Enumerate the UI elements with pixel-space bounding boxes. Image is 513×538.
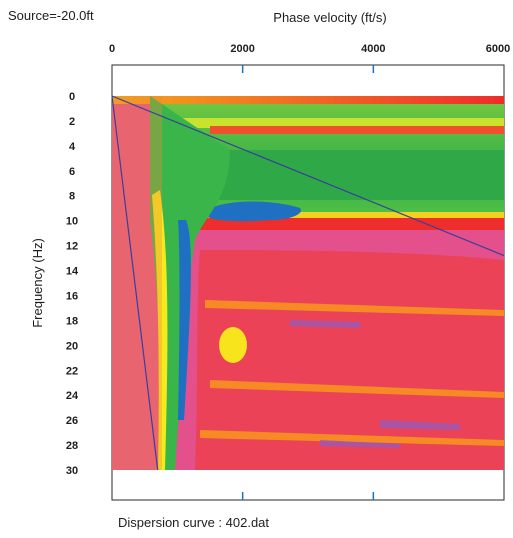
red-stripe <box>210 126 504 134</box>
source-label: Source=-20.0ft <box>8 8 94 23</box>
yellow-stripe <box>170 118 504 128</box>
overlay-line <box>111 95 505 257</box>
blue-patch <box>206 201 301 222</box>
caption: Dispersion curve : 402.dat <box>118 515 269 530</box>
y-tick-label: 18 <box>66 315 78 327</box>
y-tick-label: 6 <box>69 166 75 178</box>
yellow-lower-band <box>200 212 504 220</box>
orange-streaks <box>200 300 504 446</box>
y-tick-label: 20 <box>66 340 78 352</box>
yellow-edge <box>152 190 168 470</box>
x-axis-title: Phase velocity (ft/s) <box>273 10 386 25</box>
y-tick-label: 30 <box>66 465 78 477</box>
y-tick-label: 24 <box>66 390 79 402</box>
x-tick-label: 0 <box>109 43 115 55</box>
dispersion-heatmap <box>112 96 504 470</box>
y-tick-label: 4 <box>69 141 76 153</box>
y-axis-title: Frequency (Hz) <box>30 238 45 328</box>
overlay-line <box>111 95 159 471</box>
y-tick-label: 10 <box>66 216 78 228</box>
blue-funnel <box>178 220 191 420</box>
overlay-lines <box>111 95 505 471</box>
left-striped-zone <box>112 96 162 470</box>
y-tick-label: 0 <box>69 91 75 103</box>
x-tick-label: 2000 <box>230 43 254 55</box>
green-dark-band <box>190 150 504 200</box>
x-tick-label: 4000 <box>361 43 385 55</box>
y-tick-label: 2 <box>69 116 75 128</box>
y-tick-label: 12 <box>66 241 78 253</box>
y-tick-label: 16 <box>66 290 78 302</box>
y-tick-label: 26 <box>66 415 78 427</box>
y-tick-label: 28 <box>66 440 78 452</box>
y-tick-label: 14 <box>66 266 79 278</box>
yellow-hotspot <box>219 327 247 363</box>
x-tick-labels: 0 2000 4000 6000 <box>109 43 510 55</box>
x-tick-label: 6000 <box>486 43 510 55</box>
y-tick-label: 22 <box>66 365 78 377</box>
red-band-top <box>112 96 504 104</box>
frame-ticks <box>241 65 375 500</box>
y-tick-label: 8 <box>69 191 75 203</box>
red-lower-band <box>200 218 504 230</box>
green-funnel <box>150 96 230 470</box>
